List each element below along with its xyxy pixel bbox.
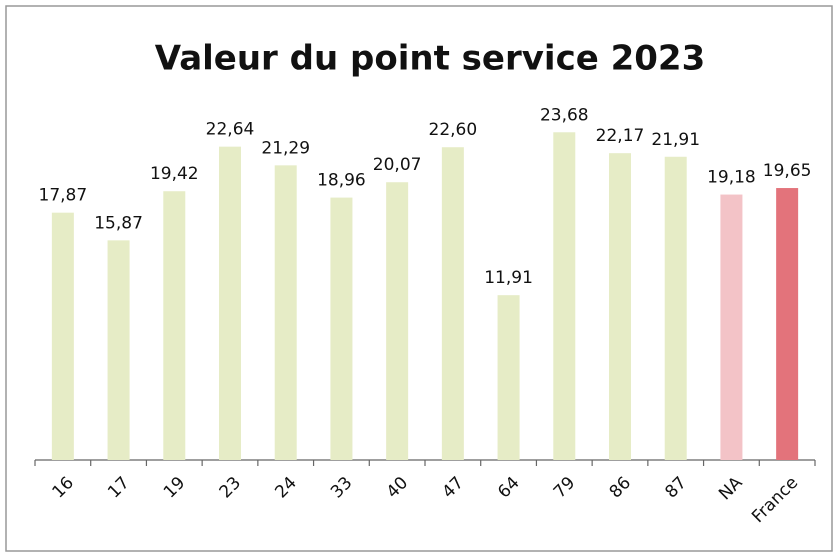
data-label: 22,60 — [429, 120, 478, 140]
data-label: 22,64 — [206, 120, 255, 140]
bar — [219, 146, 241, 460]
chart-title: Valeur du point service 2023 — [155, 39, 706, 79]
data-label: 22,17 — [596, 126, 645, 146]
chart-border — [5, 5, 833, 552]
data-label: 19,65 — [763, 161, 812, 181]
bar — [720, 194, 743, 460]
bar — [776, 188, 799, 460]
data-label: 23,68 — [540, 105, 589, 125]
bar — [609, 153, 631, 460]
data-label: 20,07 — [373, 155, 422, 175]
data-label: 21,29 — [261, 138, 310, 158]
data-label: 18,96 — [317, 171, 366, 191]
bar — [274, 165, 297, 460]
bar — [51, 212, 74, 460]
data-label: 21,91 — [651, 130, 700, 150]
data-label: 19,42 — [150, 164, 199, 184]
bar — [386, 182, 409, 460]
data-label: 19,18 — [707, 168, 756, 188]
bar — [330, 197, 353, 460]
bar — [441, 147, 464, 460]
bar — [664, 156, 687, 460]
bar — [163, 191, 186, 460]
bar — [553, 132, 576, 460]
bar — [107, 240, 130, 460]
bar — [497, 295, 520, 460]
data-label: 15,87 — [94, 213, 143, 233]
data-label: 11,91 — [484, 268, 533, 288]
data-label: 17,87 — [39, 186, 88, 206]
